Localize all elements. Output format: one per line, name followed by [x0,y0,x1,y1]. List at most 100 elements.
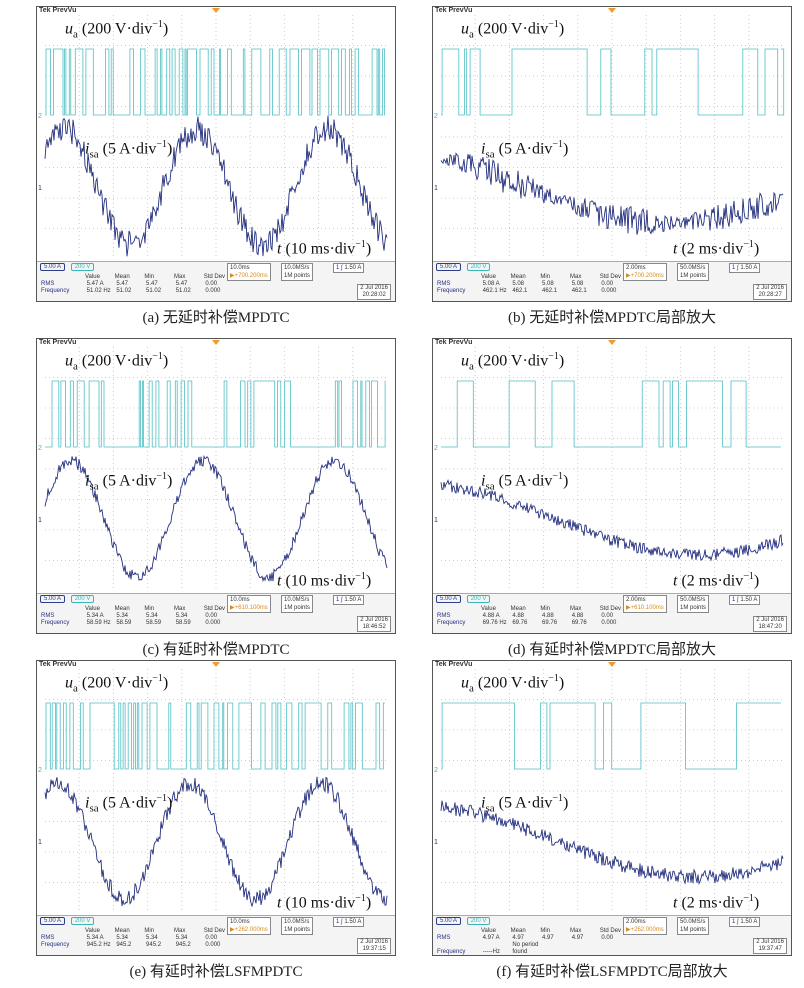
panel-a: Tek PrevVu 2 1 ua (200 V·div−1) isa (5 A·div… [36,6,396,334]
ch1-scale[interactable]: 5.00 A [40,595,66,603]
ch2-scale[interactable]: 200 V [466,595,491,603]
sample-rate-box[interactable]: 50.0MS/s 1M points [677,263,710,281]
ua-label-part: −1 [152,19,163,30]
ch2-scale[interactable]: 200 V [466,263,491,271]
isa-label-part: (5 A·div [98,794,157,812]
meas-cell: 58.59 [175,620,191,626]
trigger-level-box[interactable]: 1 ∫ 1.50 A [333,595,365,605]
isa-label-part: i [481,472,486,490]
trigger-level: 1.50 A [740,265,758,271]
timebase-box[interactable]: 2.00ms ▶+262.000ms [623,917,667,935]
sample-rate-box[interactable]: 10.0MS/s 1M points [281,595,314,613]
channel-2-marker: 2 [434,767,438,774]
time-axis-label-part: (10 ms·div [281,240,356,258]
meas-header: Mean [510,928,526,934]
meas-name: Frequency [437,288,466,294]
panel-f: Tek PrevVu 2 1 ua (200 V·div−1) isa (5 A·div… [432,660,792,988]
meas-cell: 462.1 Hz [482,288,507,294]
trigger-level-box[interactable]: 1 ∫ 1.50 A [729,595,761,605]
ch2-scale[interactable]: 200 V [70,263,95,271]
isa-label-part: ) [563,140,569,158]
ua-label: ua (200 V·div−1) [461,673,564,695]
meas-cell: 51.02 [146,288,162,294]
trigger-level: 1.50 A [344,919,362,925]
meas-cell: 945.2 [116,942,132,948]
ch2-scale[interactable]: 200 V [70,595,95,603]
ch1-scale[interactable]: 5.00 A [40,263,66,271]
meas-header: Std Dev [203,606,226,612]
record-length: 1M points [284,273,311,279]
ua-label-part: (200 V·div [77,20,153,38]
timebase-box[interactable]: 10.0ms ▶+700.200ms [227,263,271,281]
ch1-scale[interactable]: 5.00 A [436,263,462,271]
timebase-box[interactable]: 10.0ms ▶+610.100ms [227,595,271,613]
waveform-plot: 21 [38,340,388,591]
timebase-box[interactable]: 2.00ms ▶+700.200ms [623,263,667,281]
time-axis-label-part: −1 [743,893,754,904]
scope-status-bar: 5.00 A 200 V 2.00ms ▶+262.000ms 50.0MS/s… [433,915,791,955]
meas-header: Min [540,606,551,612]
date: 2 Jul 2016 [756,617,784,623]
trigger-icon: 1 ∫ [336,597,345,603]
isa-label-part: ) [167,472,173,490]
ch1-scale[interactable]: 5.00 A [436,917,462,925]
meas-cell: 51.02 Hz [86,288,111,294]
isa-label-part: sa [89,148,99,161]
meas-header: Min [540,928,551,934]
meas-name: RMS [41,613,55,619]
trigger-offset: ▶+262.000ms [230,927,268,933]
meas-header-row: Value Mean Min Max Std Dev [41,606,237,613]
trigger-position-marker [212,662,220,667]
time-axis-label-part: −1 [355,239,366,250]
ua-label-part: −1 [548,19,559,30]
timestamp-box: 2 Jul 2016 18:46:52 [357,616,391,632]
waveform-plot: 21 [434,340,784,591]
scope-status-bar: 5.00 A 200 V 10.0ms ▶+610.100ms 10.0MS/s… [37,593,395,633]
ua-label-part: u [461,352,469,370]
trigger-level-box[interactable]: 1 ∫ 1.50 A [729,917,761,927]
meas-header: Mean [114,928,130,934]
timebase-box[interactable]: 2.00ms ▶+610.100ms [623,595,667,613]
isa-label-part: ) [167,140,173,158]
trigger-level-box[interactable]: 1 ∫ 1.50 A [729,263,761,273]
ua-label-part: u [65,20,73,38]
trigger-icon: 1 ∫ [732,265,741,271]
meas-cell: 5.08 [571,281,584,287]
trigger-level: 1.50 A [344,265,362,271]
channel-1-marker: 1 [434,185,438,192]
trigger-level-box[interactable]: 1 ∫ 1.50 A [333,917,365,927]
meas-header: Value [481,274,496,280]
sample-rate-box[interactable]: 10.0MS/s 1M points [281,917,314,935]
isa-label-part: −1 [156,139,168,150]
waveform-plot: 21 [434,8,785,259]
ua-label-part: (200 V·div [77,674,153,692]
ua-label-part: ) [558,20,565,38]
sample-rate: 10.0MS/s [284,265,310,271]
trigger-level-box[interactable]: 1 ∫ 1.50 A [333,263,365,273]
ch1-scale[interactable]: 5.00 A [40,917,66,925]
timestamp-box: 2 Jul 2016 18:47:20 [753,616,787,632]
current-trace-isa [44,115,388,257]
time-axis-label: t (2 ms·div−1) [673,893,759,912]
isa-label-part: ) [563,472,569,490]
ch2-scale[interactable]: 200 V [466,917,491,925]
meas-header: Value [85,606,100,612]
meas-cell: 4.88 A [482,613,500,619]
meas-cell: 69.76 Hz [482,620,507,626]
ch1-scale[interactable]: 5.00 A [436,595,462,603]
panel-caption: (e) 有延时补偿LSFMPDTC [129,964,303,980]
sample-rate-box[interactable]: 50.0MS/s 1M points [677,595,710,613]
meas-cell: 0.00 [205,613,218,619]
sample-rate-box[interactable]: 50.0MS/s 1M points [677,917,710,935]
ua-label-part: −1 [152,673,163,684]
meas-row-frequency: Frequency -----Hz No period found [437,942,633,955]
ch2-scale[interactable]: 200 V [70,917,95,925]
sample-rate-box[interactable]: 10.0MS/s 1M points [281,263,314,281]
isa-label-part: (5 A·div [98,140,157,158]
meas-header-row: Value Mean Min Max Std Dev [41,928,237,935]
ua-label: ua (200 V·div−1) [461,19,564,41]
isa-label-part: ) [167,794,173,812]
panel-caption: (c) 有延时补偿MPDTC [142,642,290,658]
timebase-box[interactable]: 10.0ms ▶+262.000ms [227,917,271,935]
record-length: 1M points [284,605,311,611]
